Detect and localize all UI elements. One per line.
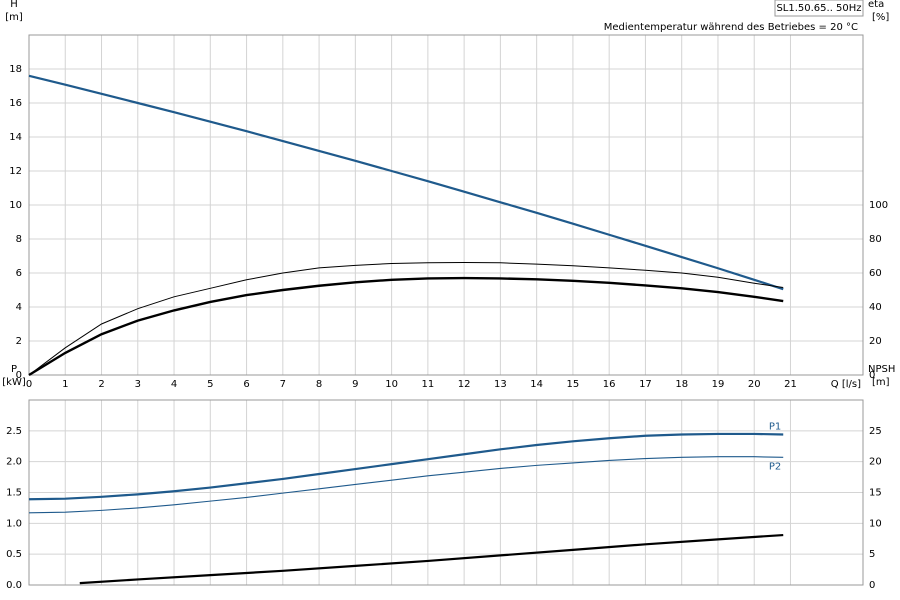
x-tick-label: 7 xyxy=(280,379,286,390)
y2-tick-label: 60 xyxy=(869,268,882,279)
y-tick-label: 10 xyxy=(9,200,22,211)
x-tick-label: 6 xyxy=(243,379,249,390)
x-tick-label: 16 xyxy=(603,379,616,390)
y-tick-label: 12 xyxy=(9,166,22,177)
y2-tick-label: 20 xyxy=(869,457,882,468)
y-tick-label: 4 xyxy=(16,302,22,313)
plot-frame xyxy=(28,34,864,376)
series-line xyxy=(28,276,784,377)
y2-tick-label: 25 xyxy=(869,426,882,437)
x-tick-label: 14 xyxy=(530,379,543,390)
y2-tick-label: 80 xyxy=(869,234,882,245)
x-tick-label: 4 xyxy=(171,379,177,390)
x-tick-label: 19 xyxy=(712,379,725,390)
y-tick-label: 18 xyxy=(9,64,22,75)
y-axis-unit: [kW] xyxy=(2,377,26,388)
y2-tick-label: 20 xyxy=(869,336,882,347)
y2-tick-label: 0 xyxy=(869,580,875,591)
x-tick-label: 12 xyxy=(458,379,471,390)
y2-axis-unit: [%] xyxy=(872,12,889,23)
y-tick-label: 0.5 xyxy=(6,549,22,560)
x-tick-label: 8 xyxy=(316,379,322,390)
x-tick-label: 3 xyxy=(135,379,141,390)
x-tick-label: 2 xyxy=(98,379,104,390)
model: SL1.50.65.. 50Hz xyxy=(776,3,861,14)
series-line xyxy=(28,456,784,514)
series-label: P1 xyxy=(769,422,781,433)
y-axis-unit: [m] xyxy=(5,12,23,23)
y2-tick-label: 10 xyxy=(869,518,882,529)
y2-tick-label: 5 xyxy=(869,549,875,560)
series-line xyxy=(28,261,784,376)
x-tick-label: 1 xyxy=(62,379,68,390)
y2-axis-label: NPSH xyxy=(868,364,895,375)
x-tick-label: 9 xyxy=(352,379,358,390)
x-tick-label: 17 xyxy=(639,379,652,390)
x-tick-label: 13 xyxy=(494,379,507,390)
note: Medientemperatur während des Betriebes =… xyxy=(604,22,858,33)
y-tick-label: 1.5 xyxy=(6,488,22,499)
y2-tick-label: 100 xyxy=(869,200,888,211)
y2-axis-unit: [m] xyxy=(872,377,890,388)
y-tick-label: 1.0 xyxy=(6,518,22,529)
y2-tick-label: 40 xyxy=(869,302,882,313)
y-tick-label: 2 xyxy=(16,336,22,347)
x-axis-label: Q [l/s] xyxy=(831,379,861,390)
y-tick-label: 6 xyxy=(16,268,22,279)
x-tick-label: 11 xyxy=(422,379,435,390)
x-tick-label: 15 xyxy=(567,379,580,390)
y2-tick-label: 15 xyxy=(869,488,882,499)
x-tick-label: 21 xyxy=(784,379,797,390)
y-tick-label: 0 xyxy=(16,370,22,381)
y-tick-label: 0.0 xyxy=(6,580,22,591)
y2-axis-label: eta xyxy=(868,0,884,10)
x-tick-label: 5 xyxy=(207,379,213,390)
plot-frame xyxy=(28,399,864,586)
y-tick-label: 2.0 xyxy=(6,457,22,468)
y-tick-label: 8 xyxy=(16,234,22,245)
series-line xyxy=(28,74,784,291)
series-line xyxy=(28,432,784,501)
x-tick-label: 18 xyxy=(675,379,688,390)
y-axis-label: H xyxy=(10,0,18,10)
series-line xyxy=(79,533,784,585)
x-tick-label: 0 xyxy=(26,379,32,390)
y-tick-label: 16 xyxy=(9,98,22,109)
y2-tick-label: 0 xyxy=(869,370,875,381)
x-tick-label: 10 xyxy=(385,379,398,390)
y-tick-label: 14 xyxy=(9,132,22,143)
x-tick-label: 20 xyxy=(748,379,761,390)
model-box xyxy=(774,0,864,17)
y-tick-label: 2.5 xyxy=(6,426,22,437)
y-axis-label: P xyxy=(11,364,17,375)
series-label: P2 xyxy=(769,461,781,472)
